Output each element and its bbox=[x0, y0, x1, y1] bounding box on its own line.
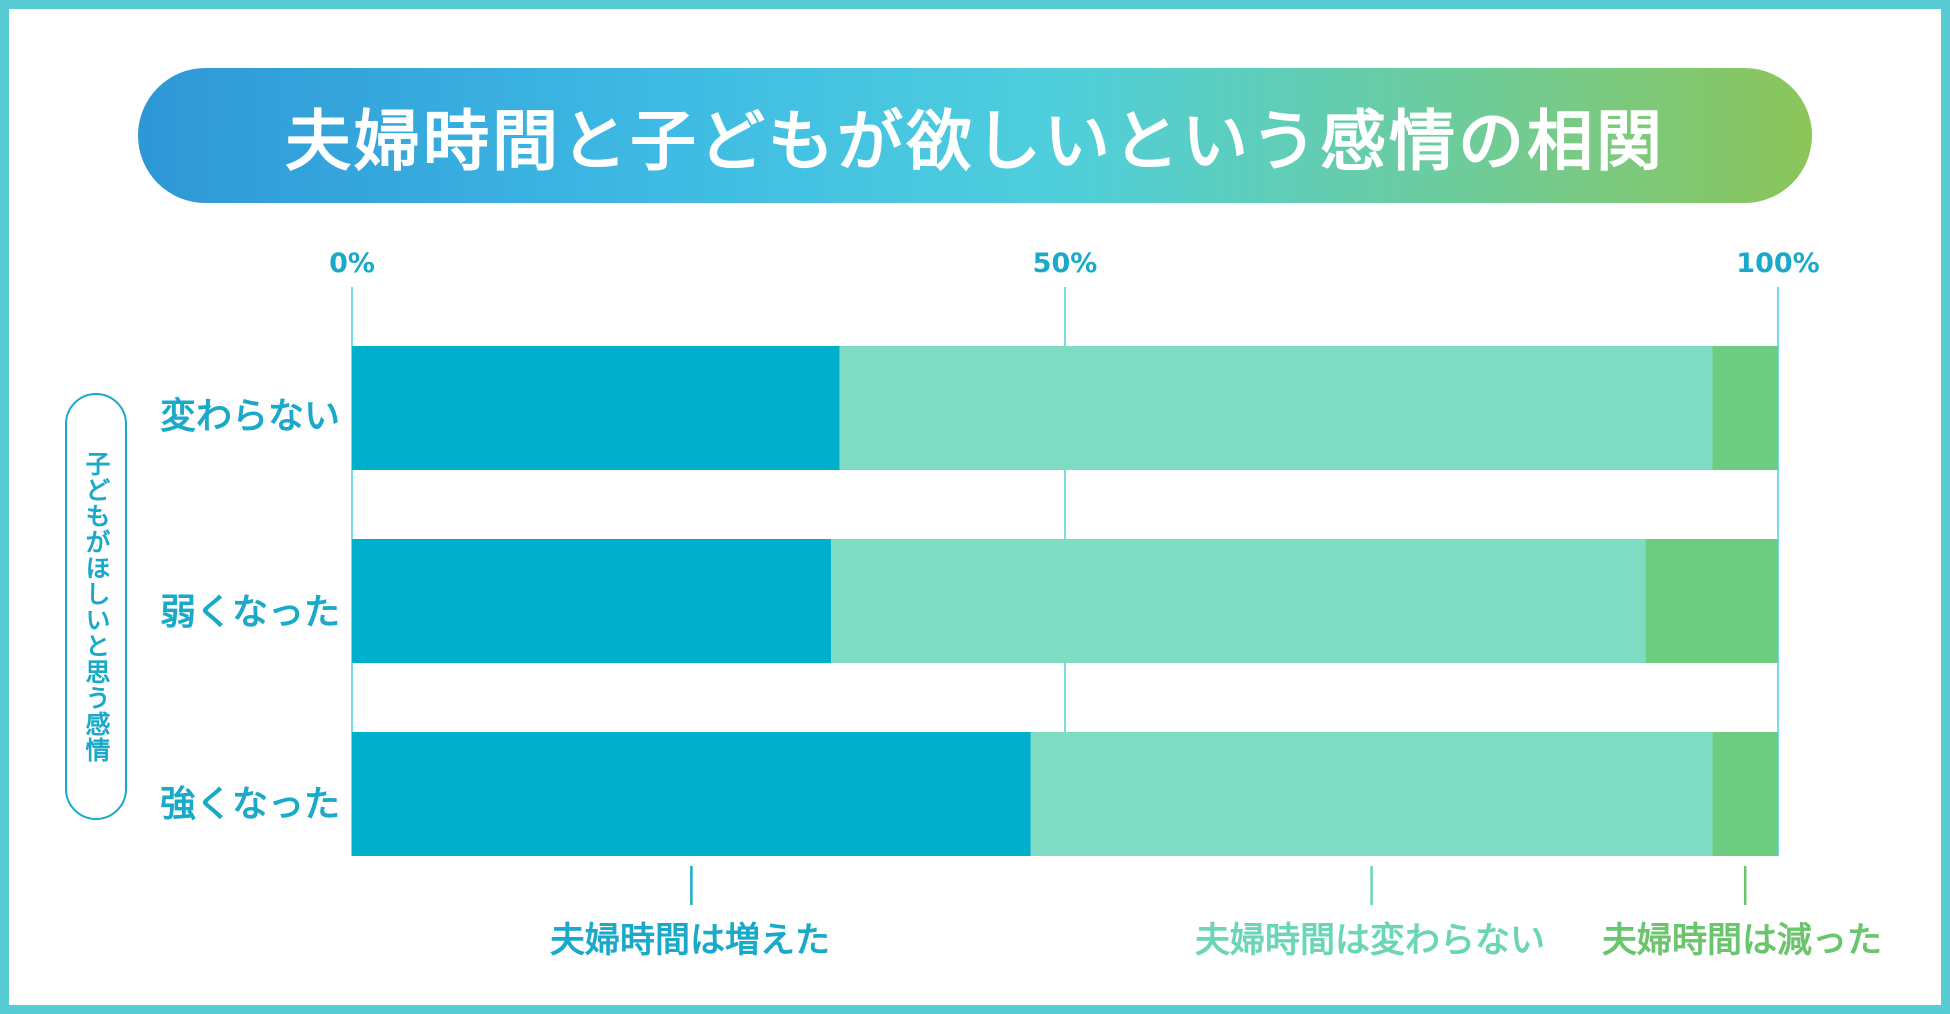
bar-2-series-2 bbox=[1712, 732, 1778, 856]
bar-1-series-2 bbox=[1645, 539, 1778, 663]
category-label-weaker: 弱くなった bbox=[159, 592, 340, 633]
y-axis-label-box: 子どもがほしいと思う感情 bbox=[65, 393, 127, 820]
x-tick-label-100: 100% bbox=[1736, 248, 1820, 279]
bar-1-series-0 bbox=[352, 539, 832, 663]
legend-label-unchanged: 夫婦時間は変わらない bbox=[1194, 921, 1545, 961]
x-tick-label-0: 0% bbox=[329, 248, 375, 279]
legend-label-increased: 夫婦時間は増えた bbox=[549, 921, 830, 961]
bar-0-series-1 bbox=[839, 346, 1713, 470]
category-label-stronger: 強くなった bbox=[159, 784, 340, 825]
bar-2-series-0 bbox=[352, 732, 1031, 856]
category-label-unchanged: 変わらない bbox=[159, 396, 340, 437]
legend-label-decreased: 夫婦時間は減った bbox=[1601, 921, 1882, 961]
title-banner: 夫婦時間と子どもが欲しいという感情の相関 bbox=[138, 68, 1812, 203]
bar-2-series-1 bbox=[1030, 732, 1713, 856]
chart-title: 夫婦時間と子どもが欲しいという感情の相関 bbox=[285, 102, 1665, 180]
bar-0-series-0 bbox=[352, 346, 840, 470]
x-tick-label-50: 50% bbox=[1032, 248, 1098, 279]
bar-1-series-1 bbox=[831, 539, 1646, 663]
y-axis-label: 子どもがほしいと思う感情 bbox=[82, 450, 111, 763]
bar-0-series-2 bbox=[1712, 346, 1778, 470]
